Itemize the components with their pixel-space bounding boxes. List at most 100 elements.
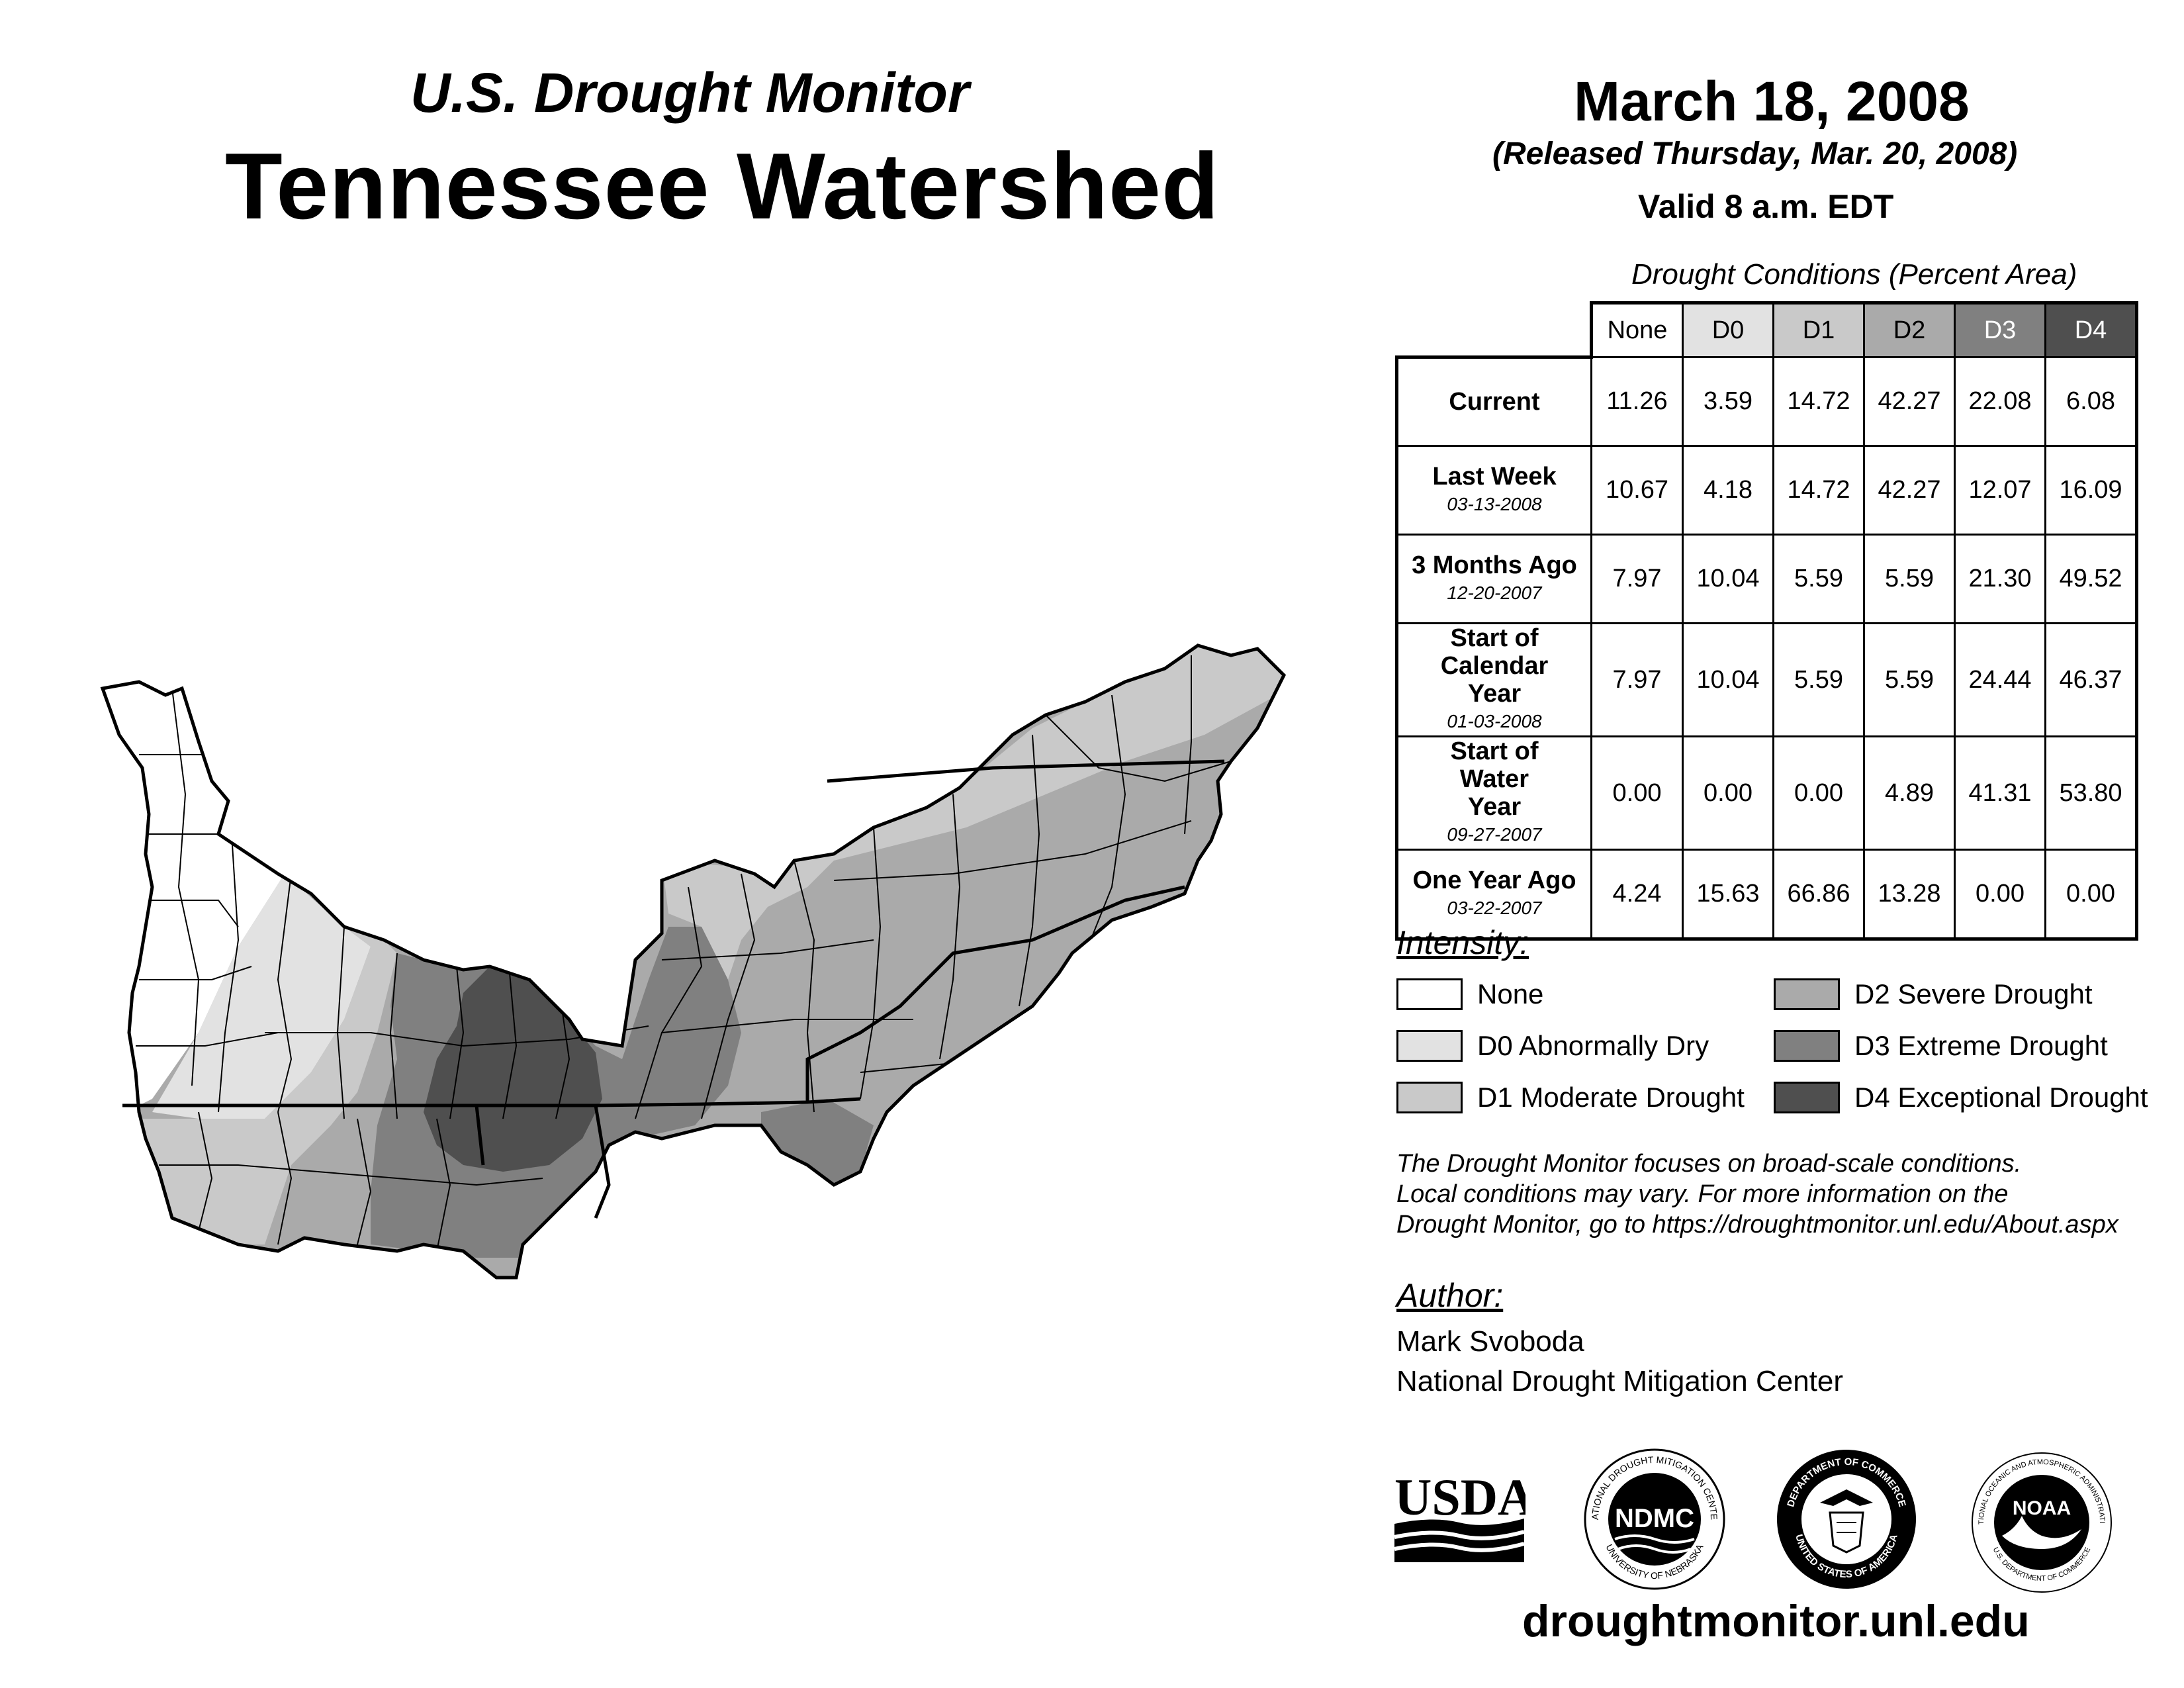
legend-item-d2: D2 Severe Drought — [1774, 978, 2093, 1010]
cell-value: 15.63 — [1682, 849, 1774, 941]
cell-value: 46.37 — [2044, 622, 2138, 737]
cell-value: 49.52 — [2044, 534, 2138, 624]
cell-value: 0.00 — [2044, 849, 2138, 941]
author-title: Author: — [1396, 1277, 1504, 1314]
table-row: Current 11.26 3.59 14.72 42.27 22.08 6.0… — [1395, 356, 2138, 447]
row-date: 01-03-2008 — [1447, 711, 1542, 731]
col-header-none: None — [1590, 301, 1684, 358]
ndmc-logo-text: NDMC — [1615, 1504, 1694, 1533]
usda-logo-text: USDA — [1394, 1468, 1525, 1526]
cell-value: 10.04 — [1682, 622, 1774, 737]
legend-title: Intensity: — [1396, 924, 1529, 961]
cell-value: 41.31 — [1954, 735, 2046, 851]
legend-swatch — [1774, 978, 1840, 1010]
note-line: Local conditions may vary. For more info… — [1396, 1180, 2009, 1208]
cell-value: 11.26 — [1590, 356, 1684, 447]
table-caption: Drought Conditions (Percent Area) — [1631, 258, 2077, 291]
doc-seal-logo: DEPARTMENT OF COMMERCE UNITED STATES OF … — [1777, 1450, 1916, 1589]
drought-area-d0 — [152, 874, 371, 1119]
cell-value: 0.00 — [1954, 849, 2046, 941]
cell-value: 14.72 — [1772, 356, 1865, 447]
cell-value: 10.04 — [1682, 534, 1774, 624]
cell-value: 5.59 — [1863, 622, 1956, 737]
cell-value: 0.00 — [1590, 735, 1684, 851]
usda-logo-field — [1394, 1519, 1524, 1562]
cell-value: 21.30 — [1954, 534, 2046, 624]
cell-value: 16.09 — [2044, 445, 2138, 536]
drought-area-d1-northeast — [662, 645, 1284, 980]
legend-item-d1: D1 Moderate Drought — [1396, 1082, 1745, 1113]
row-label-one-year-ago: One Year Ago 03-22-2007 — [1395, 849, 1592, 941]
row-label-current: Current — [1395, 356, 1592, 447]
cell-value: 5.59 — [1863, 534, 1956, 624]
legend-item-d4: D4 Exceptional Drought — [1774, 1082, 2148, 1113]
author-name: Mark Svoboda — [1396, 1325, 1584, 1358]
eagle-icon — [1820, 1489, 1873, 1506]
cell-value: 12.07 — [1954, 445, 2046, 536]
drought-area-d3-southeast — [761, 1099, 874, 1192]
cell-value: 42.27 — [1863, 445, 1956, 536]
note-line: The Drought Monitor focuses on broad-sca… — [1396, 1150, 2022, 1178]
row-label-start-of-water-year: Start of Water Year 09-27-2007 — [1395, 735, 1592, 851]
col-header-d0: D0 — [1682, 301, 1774, 358]
cell-value: 5.59 — [1772, 534, 1865, 624]
ndmc-logo: NATIONAL DROUGHT MITIGATION CENTER UNIVE… — [1582, 1446, 1725, 1590]
row-label-3-months-ago: 3 Months Ago 12-20-2007 — [1395, 534, 1592, 624]
cell-value: 10.67 — [1590, 445, 1684, 536]
map-date: March 18, 2008 — [1574, 70, 1970, 132]
legend-swatch — [1774, 1082, 1840, 1113]
noaa-bird-icon — [2002, 1516, 2081, 1549]
legend-item-d3: D3 Extreme Drought — [1774, 1030, 2108, 1062]
col-header-d4: D4 — [2044, 301, 2138, 358]
row-date: 12-20-2007 — [1447, 582, 1542, 603]
cell-value: 42.27 — [1863, 356, 1956, 447]
cell-value: 0.00 — [1682, 735, 1774, 851]
table-row: Start of Water Year 09-27-2007 0.00 0.00 … — [1395, 735, 2138, 851]
table-row: One Year Ago 03-22-2007 4.24 15.63 66.86 … — [1395, 849, 2138, 941]
legend-swatch — [1774, 1030, 1840, 1062]
cell-value: 53.80 — [2044, 735, 2138, 851]
legend-swatch — [1396, 1030, 1463, 1062]
cell-value: 5.59 — [1772, 622, 1865, 737]
shield-icon — [1829, 1511, 1864, 1554]
row-label-start-of-calendar-year: Start of Calendar Year 01-03-2008 — [1395, 622, 1592, 737]
usda-logo: USDA — [1394, 1468, 1525, 1562]
row-date: 03-13-2008 — [1447, 493, 1542, 514]
legend-item-d0: D0 Abnormally Dry — [1396, 1030, 1709, 1062]
author-org: National Drought Mitigation Center — [1396, 1365, 1844, 1397]
legend-label: D0 Abnormally Dry — [1477, 1030, 1709, 1061]
watershed-map — [0, 0, 1324, 1324]
state-boundaries — [122, 759, 1225, 1219]
noaa-logo: NATIONAL OCEANIC AND ATMOSPHERIC ADMINIS… — [1969, 1450, 2112, 1593]
legend-label: D1 Moderate Drought — [1477, 1082, 1745, 1113]
cell-value: 6.08 — [2044, 356, 2138, 447]
map-subtitle: U.S. Drought Monitor — [410, 62, 970, 124]
row-date: 03-22-2007 — [1447, 897, 1542, 918]
cell-value: 7.97 — [1590, 534, 1684, 624]
cell-value: 14.72 — [1772, 445, 1865, 536]
legend-label: D3 Extreme Drought — [1854, 1030, 2108, 1061]
disclaimer-note: The Drought Monitor focuses on broad-sca… — [1396, 1149, 2177, 1240]
legend-swatch — [1396, 1082, 1463, 1113]
row-label-last-week: Last Week 03-13-2008 — [1395, 445, 1592, 536]
row-date: 09-27-2007 — [1447, 824, 1542, 845]
website-url[interactable]: droughtmonitor.unl.edu — [1522, 1596, 2030, 1646]
legend-label: D4 Exceptional Drought — [1854, 1082, 2148, 1113]
valid-time: Valid 8 a.m. EDT — [1638, 188, 1894, 225]
table-corner — [1396, 303, 1592, 359]
cell-value: 0.00 — [1772, 735, 1865, 851]
release-date: (Released Thursday, Mar. 20, 2008) — [1492, 136, 2018, 171]
cell-value: 4.18 — [1682, 445, 1774, 536]
legend-label: D2 Severe Drought — [1854, 978, 2093, 1009]
table-row: Start of Calendar Year 01-03-2008 7.97 10… — [1395, 622, 2138, 737]
cell-value: 4.89 — [1863, 735, 1956, 851]
table-row: Last Week 03-13-2008 10.67 4.18 14.72 42.… — [1395, 445, 2138, 536]
drought-area-d4 — [424, 966, 602, 1172]
col-header-d3: D3 — [1954, 301, 2046, 358]
cell-value: 3.59 — [1682, 356, 1774, 447]
map-title: Tennessee Watershed — [225, 134, 1220, 239]
table-row: 3 Months Ago 12-20-2007 7.97 10.04 5.59 5… — [1395, 534, 2138, 624]
col-header-d1: D1 — [1772, 301, 1865, 358]
cell-value: 66.86 — [1772, 849, 1865, 941]
legend-item-none: None — [1396, 978, 1543, 1010]
